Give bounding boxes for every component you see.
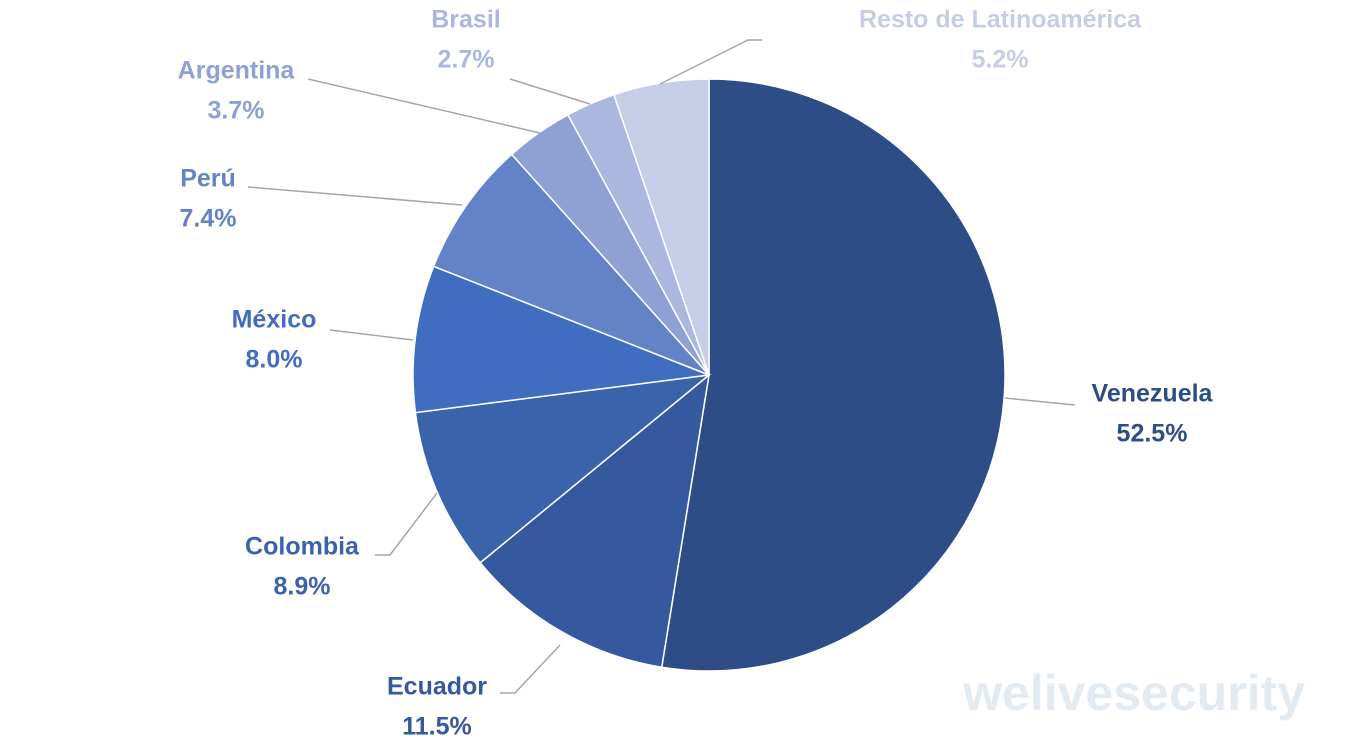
data-label: 2.7% [438,46,495,74]
data-label: 11.5% [402,713,472,741]
data-label: 52.5% [1117,420,1188,448]
leader-line [500,644,561,694]
leader-line [659,39,762,85]
leader-line [1004,397,1076,406]
category-label: Argentina [178,57,296,85]
data-label: 5.2% [972,46,1029,74]
pie-slice [432,153,710,376]
leader-line [375,492,438,556]
data-label: 3.7% [208,97,265,125]
category-label: Ecuador [387,673,487,701]
pie-slice [412,265,710,414]
leader-line [509,78,591,105]
watermark: welivesecurity [962,665,1305,721]
leader-line [247,186,463,206]
category-label: Resto de Latinoamérica [859,6,1142,34]
category-label: Colombia [245,533,360,561]
category-label: Perú [180,165,236,193]
data-label: 7.4% [180,205,237,233]
category-label: Brasil [431,6,500,34]
leader-line [307,78,541,134]
category-label: México [232,306,317,334]
pie-slice [660,78,1006,672]
data-label: 8.0% [246,346,303,374]
data-label: 8.9% [274,573,331,601]
pie-slice [479,373,711,669]
leader-line [329,329,414,341]
category-label: Venezuela [1092,380,1214,408]
pie-slice [414,373,712,564]
